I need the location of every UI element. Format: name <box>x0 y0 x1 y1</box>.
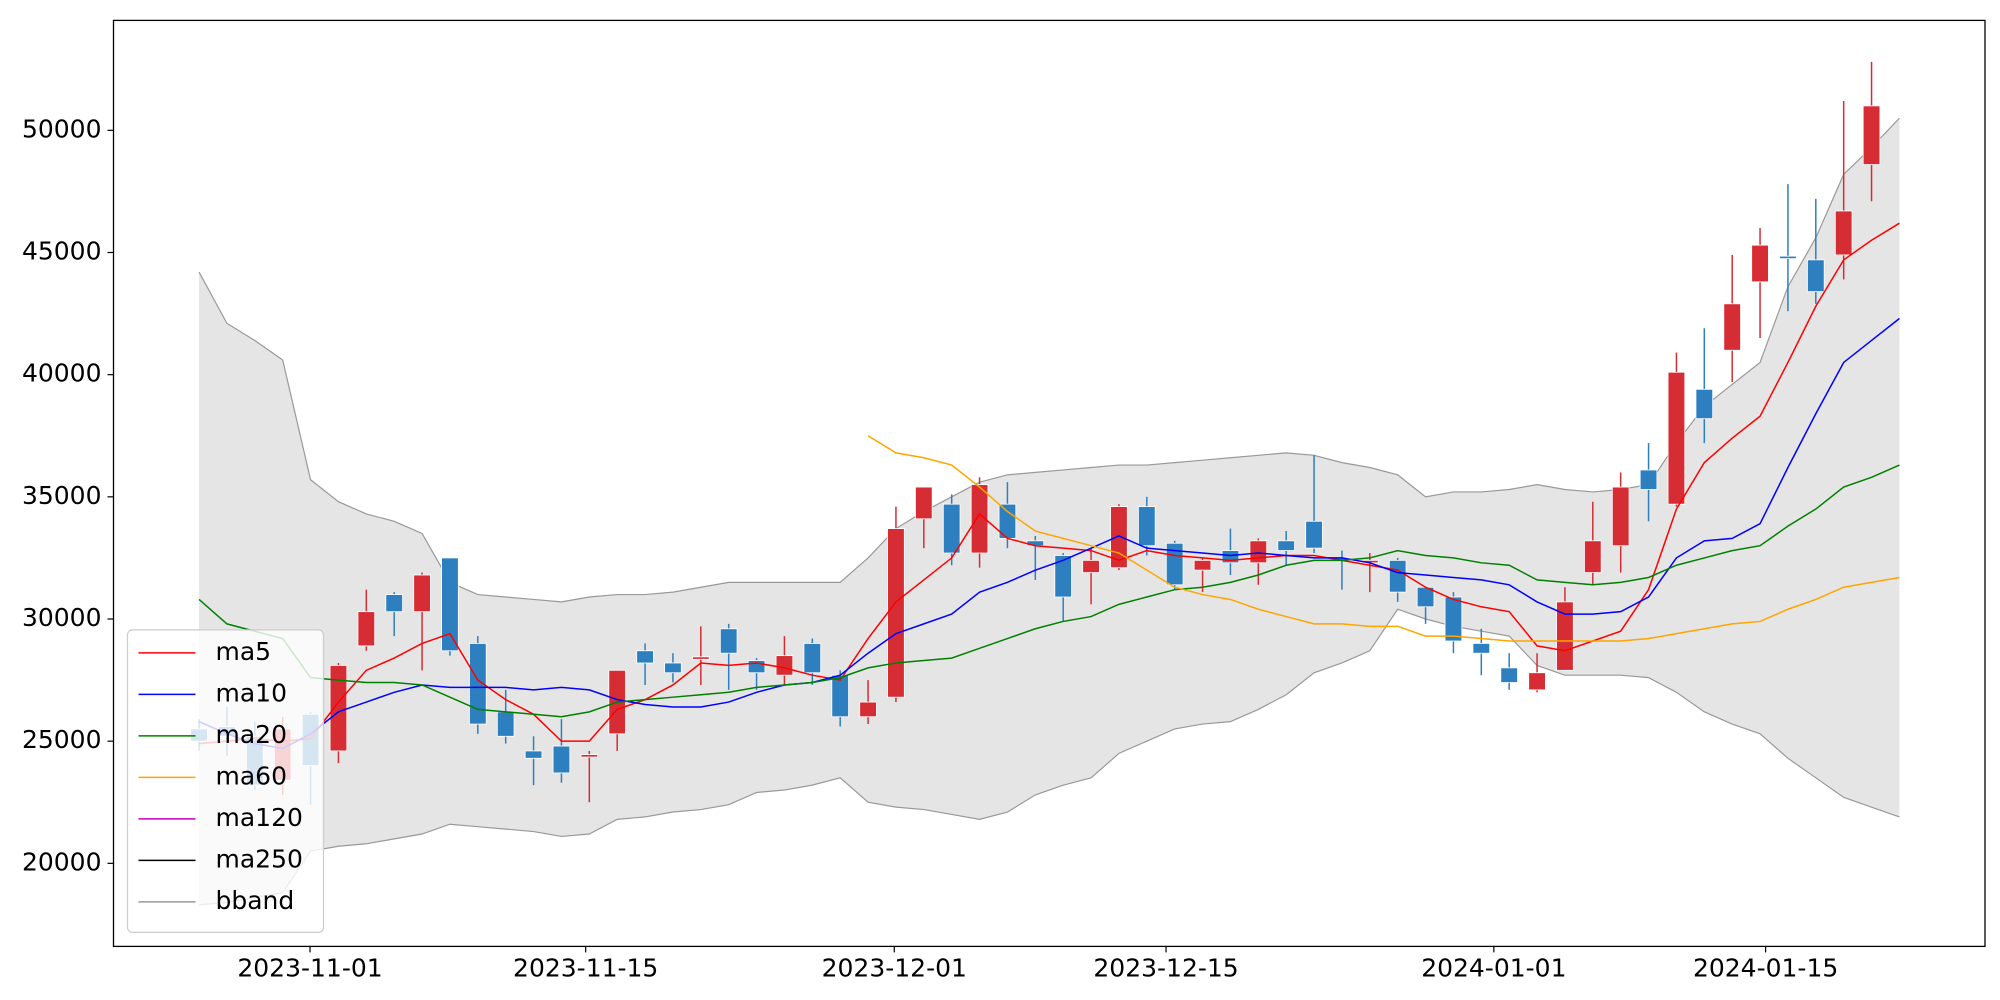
candle-body <box>1193 559 1212 571</box>
legend-label: ma20 <box>216 720 287 749</box>
candle-body <box>692 656 710 660</box>
candle-body <box>942 503 961 554</box>
y-tick-label: 20000 <box>22 847 102 876</box>
x-tick-label: 2023-11-15 <box>513 953 658 982</box>
candle-body <box>1584 540 1602 573</box>
x-tick-label: 2024-01-15 <box>1693 953 1838 982</box>
candle-body <box>580 754 599 758</box>
x-tick-label: 2023-12-15 <box>1093 953 1238 982</box>
plot-area <box>113 20 1985 947</box>
plot-frame <box>112 19 1986 948</box>
candle-body <box>719 628 738 654</box>
candle-body <box>329 665 348 752</box>
candle-body <box>1165 542 1184 586</box>
candle-body <box>775 655 794 676</box>
candle-body <box>413 574 431 613</box>
ma-line <box>199 222 1900 745</box>
legend-label: ma5 <box>216 637 272 666</box>
candle-body <box>1779 255 1797 260</box>
legend-label: ma10 <box>216 678 287 707</box>
candle-body <box>831 674 849 718</box>
legend: ma5 ma10 ma20 ma60 ma120 ma250 bband <box>126 629 325 934</box>
candle-body <box>1611 486 1630 547</box>
legend-frame <box>126 629 325 934</box>
candle-body <box>385 594 403 613</box>
x-tick-label: 2023-12-01 <box>822 953 967 982</box>
candle-body <box>1695 388 1714 420</box>
candle-body <box>1305 520 1323 549</box>
candle-body <box>887 528 905 698</box>
ma-line <box>198 317 1900 750</box>
candle-body <box>1138 506 1156 547</box>
candle-body <box>1639 469 1658 490</box>
x-tick-label: 2023-11-01 <box>237 953 382 982</box>
y-tick-label: 30000 <box>22 603 102 632</box>
y-tick-label: 40000 <box>22 359 102 388</box>
candle-body <box>915 486 933 520</box>
y-tick-label: 25000 <box>22 725 102 754</box>
candle-body <box>1667 371 1686 505</box>
ma-line <box>198 464 1900 718</box>
candle-body <box>1723 303 1741 351</box>
candle-body <box>524 750 543 759</box>
ma-line <box>867 435 1900 642</box>
candle-body <box>1249 540 1268 564</box>
candle-body <box>1556 601 1574 671</box>
candle-body <box>1472 643 1491 654</box>
candle-body <box>1277 540 1295 551</box>
legend-label: bband <box>216 886 295 915</box>
x-tick-label: 2024-01-01 <box>1421 953 1566 982</box>
candle-body <box>1807 259 1825 293</box>
y-tick-label: 45000 <box>22 237 102 266</box>
y-tick-label: 35000 <box>22 481 102 510</box>
candle-body <box>803 643 822 674</box>
candle-body <box>1082 559 1100 573</box>
candle-body <box>664 662 682 674</box>
candle-body <box>1528 672 1546 691</box>
candle-body <box>1054 555 1072 598</box>
candle-body <box>1834 210 1853 256</box>
candle-body <box>1500 667 1518 683</box>
candle-body <box>441 557 459 652</box>
candle-body <box>1751 244 1769 283</box>
candle-body <box>496 711 515 737</box>
candle-body <box>1388 559 1407 593</box>
candle-body <box>970 484 989 554</box>
candle-body <box>469 643 487 725</box>
candle-body <box>1862 105 1881 165</box>
y-tick-label: 50000 <box>22 114 102 143</box>
candle-body <box>859 701 877 718</box>
bband-lower <box>199 608 1900 906</box>
candle-body <box>552 745 571 774</box>
legend-label: ma120 <box>216 803 303 832</box>
candle-body <box>1444 596 1463 642</box>
candle-body <box>357 611 376 647</box>
legend-label: ma250 <box>216 844 303 873</box>
legend-label: ma60 <box>216 761 287 790</box>
candle-body <box>636 650 654 664</box>
